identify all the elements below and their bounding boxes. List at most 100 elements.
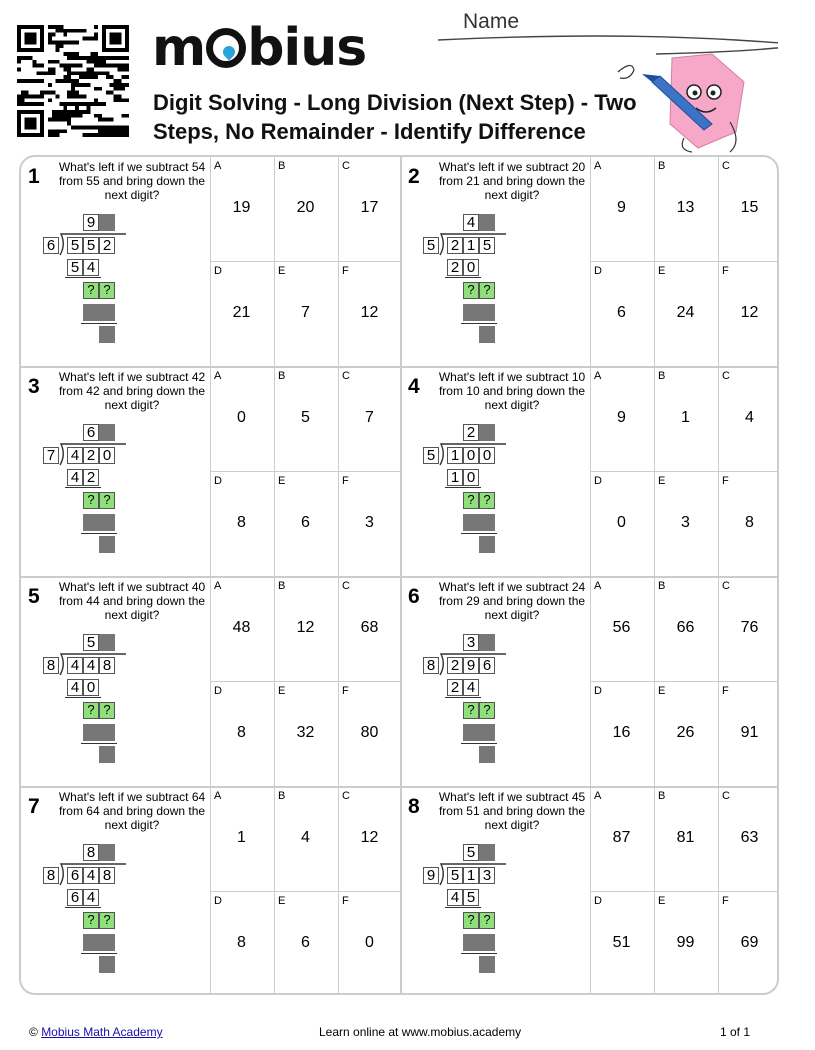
next-product-blank[interactable]: [83, 934, 99, 951]
difference-unknown-digit[interactable]: ?: [83, 702, 99, 719]
quotient-blank[interactable]: [479, 214, 495, 231]
answer-option-c[interactable]: C 63: [718, 787, 777, 891]
answer-option-f[interactable]: F 69: [718, 892, 777, 993]
remainder-blank[interactable]: [99, 746, 115, 763]
next-product-blank[interactable]: [99, 724, 115, 741]
difference-unknown-digit[interactable]: ?: [479, 702, 495, 719]
difference-unknown-digit[interactable]: ?: [479, 492, 495, 509]
quotient-blank[interactable]: [99, 424, 115, 441]
answer-option-e[interactable]: E 24: [654, 262, 717, 366]
answer-option-b[interactable]: B 66: [654, 577, 717, 681]
product-digit: 4: [83, 889, 99, 906]
next-product-blank[interactable]: [479, 934, 495, 951]
mobius-academy-link[interactable]: Mobius Math Academy: [41, 1025, 163, 1039]
difference-unknown-digit[interactable]: ?: [479, 282, 495, 299]
difference-unknown-digit[interactable]: ?: [463, 282, 479, 299]
answer-option-f[interactable]: F 12: [338, 262, 401, 366]
answer-option-a[interactable]: A 56: [590, 577, 653, 681]
difference-unknown-digit[interactable]: ?: [463, 492, 479, 509]
next-product-blank[interactable]: [463, 934, 479, 951]
quotient-blank[interactable]: [99, 214, 115, 231]
remainder-blank[interactable]: [479, 326, 495, 343]
next-product-blank[interactable]: [463, 514, 479, 531]
answer-option-d[interactable]: D 21: [210, 262, 273, 366]
name-line[interactable]: [436, 34, 778, 60]
answer-option-e[interactable]: E 32: [274, 682, 337, 786]
difference-unknown-digit[interactable]: ?: [99, 702, 115, 719]
footer-page-number: 1 of 1: [720, 1025, 751, 1039]
next-product-blank[interactable]: [479, 304, 495, 321]
answer-option-c[interactable]: C 15: [718, 157, 777, 261]
difference-unknown-digit[interactable]: ?: [479, 912, 495, 929]
answer-option-f[interactable]: F 12: [718, 262, 777, 366]
answer-option-a[interactable]: A 87: [590, 787, 653, 891]
difference-unknown-digit[interactable]: ?: [83, 282, 99, 299]
difference-unknown-digit[interactable]: ?: [99, 282, 115, 299]
remainder-blank[interactable]: [479, 746, 495, 763]
next-product-blank[interactable]: [463, 304, 479, 321]
next-product-blank[interactable]: [463, 724, 479, 741]
remainder-blank[interactable]: [99, 956, 115, 973]
answer-option-b[interactable]: B 13: [654, 157, 717, 261]
difference-unknown-digit[interactable]: ?: [83, 912, 99, 929]
answer-option-e[interactable]: E 26: [654, 682, 717, 786]
answer-option-e[interactable]: E 99: [654, 892, 717, 993]
answer-option-c[interactable]: C 76: [718, 577, 777, 681]
answer-option-b[interactable]: B 12: [274, 577, 337, 681]
remainder-blank[interactable]: [479, 536, 495, 553]
answer-option-d[interactable]: D 16: [590, 682, 653, 786]
answer-option-b[interactable]: B 20: [274, 157, 337, 261]
remainder-blank[interactable]: [99, 536, 115, 553]
difference-unknown-digit[interactable]: ?: [83, 492, 99, 509]
remainder-blank[interactable]: [479, 956, 495, 973]
answer-option-f[interactable]: F 80: [338, 682, 401, 786]
answer-option-a[interactable]: A 19: [210, 157, 273, 261]
answer-option-c[interactable]: C 68: [338, 577, 401, 681]
quotient-blank[interactable]: [479, 844, 495, 861]
answer-option-c[interactable]: C 17: [338, 157, 401, 261]
answer-option-b[interactable]: B 81: [654, 787, 717, 891]
answer-option-a[interactable]: A 48: [210, 577, 273, 681]
quotient-blank[interactable]: [479, 424, 495, 441]
quotient-blank[interactable]: [99, 844, 115, 861]
next-product-blank[interactable]: [479, 724, 495, 741]
next-product-blank[interactable]: [83, 514, 99, 531]
next-product-blank[interactable]: [99, 514, 115, 531]
quotient-blank[interactable]: [99, 634, 115, 651]
answer-option-f[interactable]: F 91: [718, 682, 777, 786]
next-product-blank[interactable]: [83, 304, 99, 321]
next-product-blank[interactable]: [83, 724, 99, 741]
difference-unknown-digit[interactable]: ?: [99, 912, 115, 929]
next-product-blank[interactable]: [99, 934, 115, 951]
remainder-blank[interactable]: [99, 326, 115, 343]
difference-unknown-digit[interactable]: ?: [463, 912, 479, 929]
difference-unknown-digit[interactable]: ?: [99, 492, 115, 509]
difference-unknown-digit[interactable]: ?: [463, 702, 479, 719]
answer-option-d[interactable]: D 51: [590, 892, 653, 993]
next-product-blank[interactable]: [99, 304, 115, 321]
quotient-blank[interactable]: [479, 634, 495, 651]
next-product-blank[interactable]: [479, 514, 495, 531]
answer-option-c[interactable]: C 12: [338, 787, 401, 891]
